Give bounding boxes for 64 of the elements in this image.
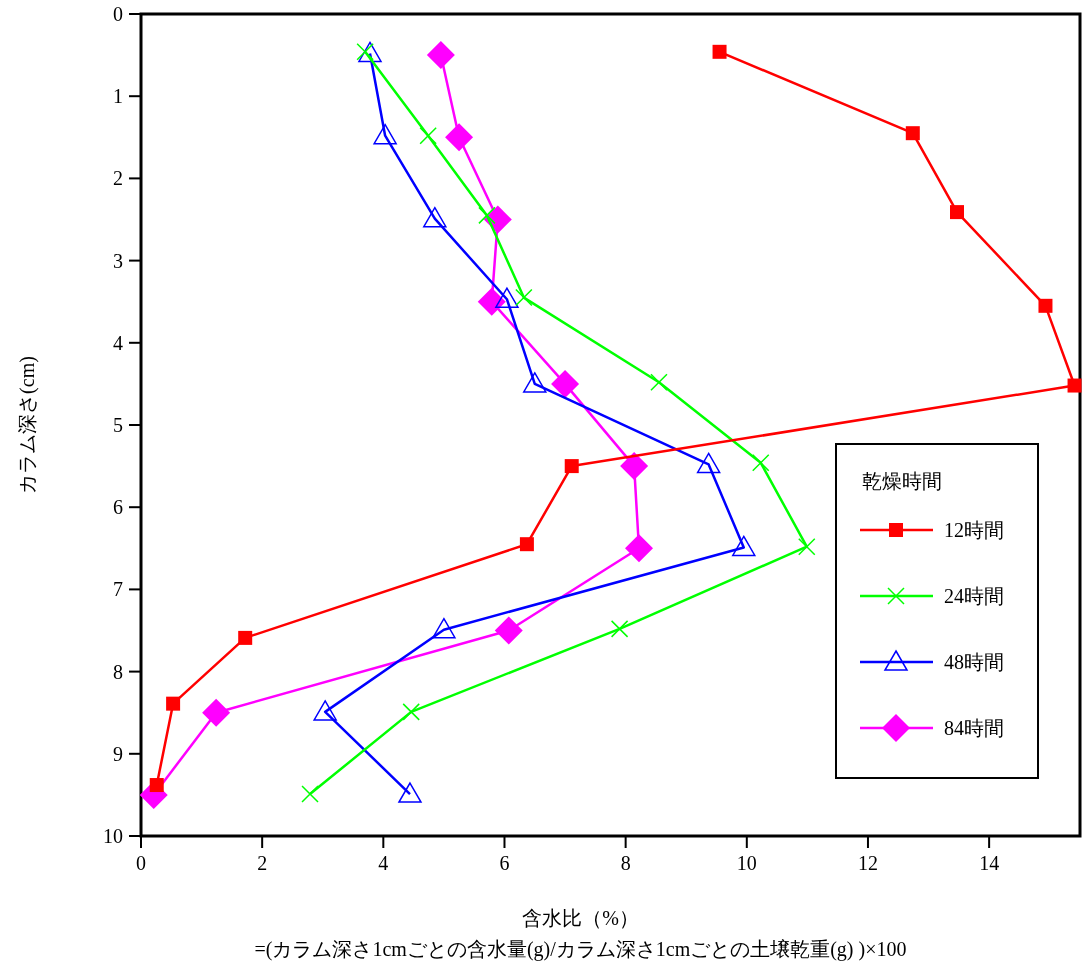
x-tick-label: 8 [620, 852, 631, 874]
point [905, 126, 920, 141]
y-tick-label: 1 [113, 85, 123, 108]
point [624, 534, 653, 563]
point [358, 41, 382, 63]
y-tick-label: 0 [113, 3, 123, 25]
point [950, 205, 965, 220]
x-tick-label: 6 [499, 852, 510, 874]
legend-label: 24時間 [944, 585, 1004, 607]
point [149, 778, 164, 793]
point [238, 630, 253, 645]
point [432, 617, 456, 639]
x-tick-label: 12 [857, 852, 878, 874]
x-tick-label: 4 [378, 852, 389, 874]
x-tick-label: 2 [257, 852, 268, 874]
y-axis-title: カラム深さ(cm) [16, 356, 39, 494]
point [798, 537, 816, 556]
y-tick-label: 5 [113, 414, 123, 436]
y-tick-label: 10 [103, 825, 123, 847]
point [523, 372, 547, 393]
point [732, 535, 756, 557]
point [1067, 378, 1082, 393]
point [477, 287, 506, 316]
y-tick-label: 8 [113, 660, 123, 683]
point [373, 123, 397, 145]
point [478, 206, 496, 225]
legend-title: 乾燥時間 [862, 470, 942, 492]
point [610, 620, 629, 638]
point [313, 700, 337, 721]
y-tick-label: 4 [113, 331, 123, 354]
x-tick-label: 0 [136, 852, 146, 874]
legend-label: 84時間 [944, 717, 1004, 739]
point [551, 369, 580, 398]
point [166, 696, 181, 711]
point [301, 785, 319, 803]
x-axis-title: 含水比（%） [522, 907, 639, 929]
x-tick-label: 14 [979, 852, 1000, 874]
legend-label: 48時間 [944, 651, 1004, 673]
point [1038, 298, 1053, 313]
point [515, 288, 533, 307]
point [402, 703, 420, 721]
y-tick-label: 7 [113, 578, 123, 601]
point [519, 537, 534, 552]
point [696, 452, 721, 474]
point [494, 616, 523, 645]
point [620, 452, 649, 481]
x-tick-label: 10 [736, 852, 757, 874]
y-tick-label: 9 [113, 742, 123, 765]
point [712, 44, 727, 59]
y-tick-label: 2 [113, 167, 123, 190]
point [495, 287, 519, 308]
point [423, 206, 447, 228]
point [445, 123, 474, 152]
point [751, 454, 770, 472]
point [564, 459, 579, 474]
point [202, 698, 231, 727]
y-tick-label: 3 [113, 249, 123, 272]
point [398, 782, 422, 803]
point [650, 373, 668, 392]
text: =(カラム深さ1cmごとの含水量(g)/カラム深さ1cmごとの土壌乾重(g) )×100 [254, 938, 907, 961]
point [419, 126, 437, 145]
point [426, 41, 455, 70]
y-tick-label: 6 [113, 496, 123, 519]
legend-label: 12時間 [944, 519, 1004, 541]
